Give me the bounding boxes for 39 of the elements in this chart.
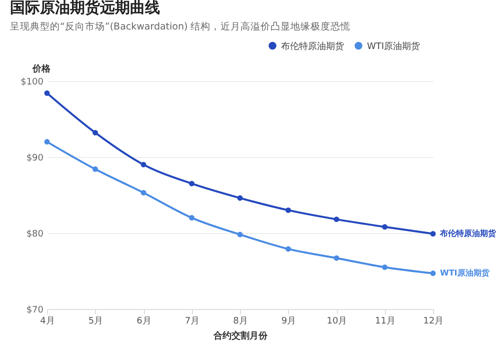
point bbox=[334, 255, 340, 261]
text: WTI原油期货 bbox=[440, 268, 490, 278]
point bbox=[189, 180, 194, 186]
legend-label: 布伦特原油期货 bbox=[281, 40, 344, 52]
x-tick-label: 4月 bbox=[40, 316, 55, 326]
point bbox=[286, 246, 291, 252]
point bbox=[92, 166, 98, 172]
point bbox=[92, 130, 98, 136]
point bbox=[44, 90, 50, 96]
x-tick-label: 7月 bbox=[184, 316, 200, 326]
x-tick-label: 11月 bbox=[375, 316, 396, 326]
point bbox=[334, 216, 340, 222]
point bbox=[286, 207, 291, 213]
x-tick-label: 6月 bbox=[136, 316, 152, 326]
point bbox=[382, 224, 388, 230]
y-tick-label: $80 bbox=[26, 230, 44, 240]
point bbox=[430, 270, 436, 276]
point bbox=[430, 231, 436, 236]
y-axis-title: 价格 bbox=[32, 64, 52, 74]
chart-title: 国际原油期货远期曲线 bbox=[10, 0, 160, 16]
point bbox=[237, 232, 243, 238]
x-tick-label: 5月 bbox=[88, 316, 104, 326]
chart-subtitle: 呈现典型的“反向市场”(Backwardation) 结构，近月高溢价凸显地缘极度恐慌 bbox=[10, 20, 351, 32]
point bbox=[189, 215, 194, 221]
point bbox=[382, 264, 388, 270]
text: 布伦特原油期货 bbox=[440, 228, 496, 238]
point bbox=[140, 162, 146, 168]
point bbox=[44, 139, 50, 145]
y-tick-label: $90 bbox=[26, 154, 44, 164]
y-tick-label: $100 bbox=[20, 78, 44, 88]
y-tick-label: $70 bbox=[26, 306, 44, 316]
x-axis-title: 合约交割月份 bbox=[212, 330, 268, 342]
x-tick-label: 12月 bbox=[423, 316, 444, 326]
x-tick-label: 8月 bbox=[233, 316, 248, 326]
x-tick-label: 10月 bbox=[326, 316, 348, 326]
legend-label: WTI原油期货 bbox=[367, 40, 420, 52]
point bbox=[237, 195, 243, 201]
point bbox=[140, 190, 146, 196]
x-tick-label: 9月 bbox=[281, 316, 296, 326]
